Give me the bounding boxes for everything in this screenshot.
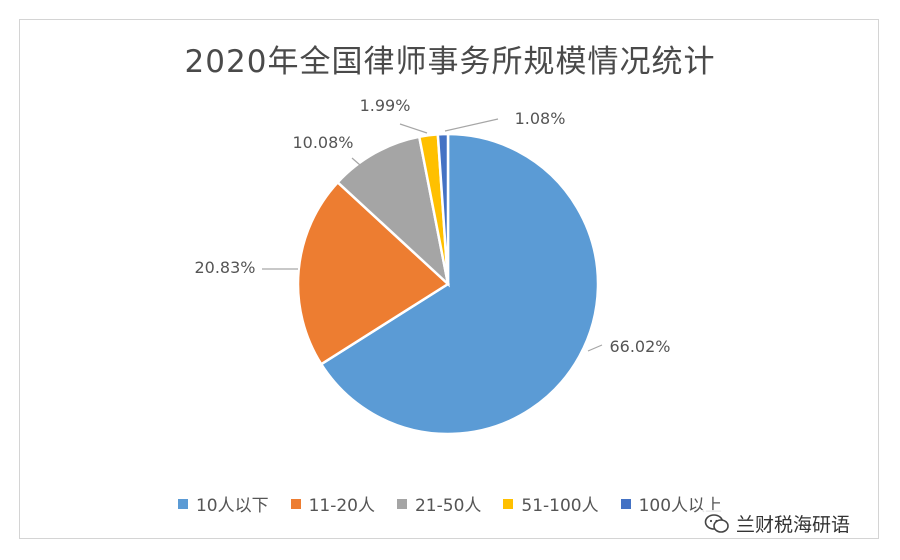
leader-line <box>587 344 603 352</box>
watermark-text: 兰财税海研语 <box>736 514 851 536</box>
legend-label: 21-50人 <box>414 496 482 516</box>
watermark: 兰财税海研语 <box>700 510 855 537</box>
legend-swatch <box>620 498 631 509</box>
legend-label: 51-100人 <box>521 496 599 516</box>
pie-slice <box>319 132 600 436</box>
pie-slice <box>436 132 450 285</box>
leader-line <box>444 118 499 132</box>
legend-item: 21-50人 <box>396 491 482 516</box>
legend-label: 11-20人 <box>308 496 375 516</box>
legend-swatch <box>290 498 301 509</box>
legend-swatch <box>503 498 514 509</box>
leader-line <box>351 157 361 166</box>
leader-line <box>399 123 428 134</box>
legend-item: 10人以下 <box>177 491 269 516</box>
wechat-icon <box>704 513 729 533</box>
data-label: 1.99% <box>360 96 411 115</box>
legend-swatch <box>396 498 407 509</box>
pie-slice <box>296 180 451 366</box>
legend-label: 10人以下 <box>195 496 269 516</box>
legend-item: 11-20人 <box>290 491 375 516</box>
pie-slice <box>335 135 450 288</box>
legend-swatch <box>177 498 188 509</box>
chart-title: 2020年全国律师事务所规模情况统计 <box>184 44 716 80</box>
data-label: 66.02% <box>609 337 670 356</box>
data-label: 10.08% <box>292 133 353 152</box>
data-label: 20.83% <box>194 258 255 277</box>
data-label: 1.08% <box>515 109 566 128</box>
legend-item: 51-100人 <box>503 491 599 516</box>
